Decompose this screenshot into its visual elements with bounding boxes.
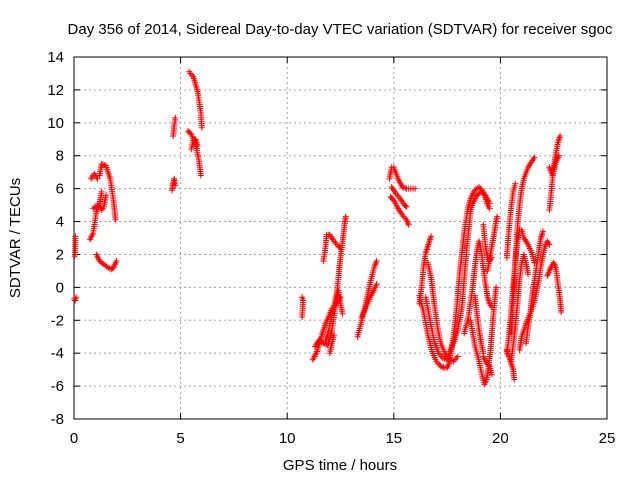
y-tick-label: -8 [51,411,64,428]
data-point [299,314,306,320]
data-point [511,376,518,383]
data-point [488,371,495,378]
data-point [172,114,179,121]
series-sdtvar [71,68,565,388]
data-point [546,241,553,248]
data-point [198,124,205,131]
x-axis-label: GPS time / hours [283,457,397,474]
y-tick-label: 12 [47,82,64,99]
data-point [342,213,349,220]
x-tick-label: 15 [385,430,402,447]
data-point [486,200,493,207]
data-point [113,258,120,264]
data-point [558,309,565,315]
y-tick-label: 4 [56,214,64,231]
y-tick-label: 0 [56,279,64,296]
data-point [73,294,80,301]
data-point [172,182,179,189]
data-point [331,332,338,339]
y-tick-label: -6 [51,378,64,395]
y-tick-label: 8 [56,148,64,165]
data-point [194,142,201,149]
x-tick-label: 5 [176,430,184,447]
data-point [94,175,101,182]
data-point [337,244,344,251]
data-point [336,244,343,251]
data-series [71,68,565,388]
data-point [402,202,409,209]
data-point [557,133,564,139]
data-point [197,172,204,179]
y-tick-label: 14 [47,49,64,66]
data-point [428,233,435,240]
data-point [98,188,105,195]
data-point [339,310,346,317]
data-point [556,152,562,159]
data-point [403,203,410,210]
y-tick-label: -4 [51,345,64,362]
data-point [112,216,119,223]
x-tick-label: 10 [279,430,296,447]
data-point [373,258,380,264]
x-tick-label: 0 [70,430,78,447]
data-point [103,192,109,199]
data-point [405,221,412,228]
axes: 0 5 10 15 20 25 -8 -6 -4 -2 0 2 4 6 8 10 12 14 [47,49,615,447]
data-point [187,130,194,137]
y-tick-label: 6 [56,181,64,198]
data-point [72,233,79,240]
data-point [512,180,519,187]
y-tick-label: 10 [47,115,64,132]
data-point [525,271,532,278]
data-point [494,213,501,220]
data-point [373,281,380,288]
data-point [437,363,444,370]
data-point [531,154,538,161]
x-tick-label: 20 [492,430,509,447]
y-tick-label: -2 [51,312,64,329]
y-axis-label: SDTVAR / TECUs [7,178,24,298]
data-point [540,228,546,235]
data-point [485,362,492,369]
chart-title: Day 356 of 2014, Sidereal Day-to-day VTE… [68,21,613,38]
data-point [412,185,419,192]
data-point [454,353,461,360]
y-tick-label: 2 [56,246,64,263]
data-point [493,284,500,291]
x-tick-label: 25 [599,430,616,447]
